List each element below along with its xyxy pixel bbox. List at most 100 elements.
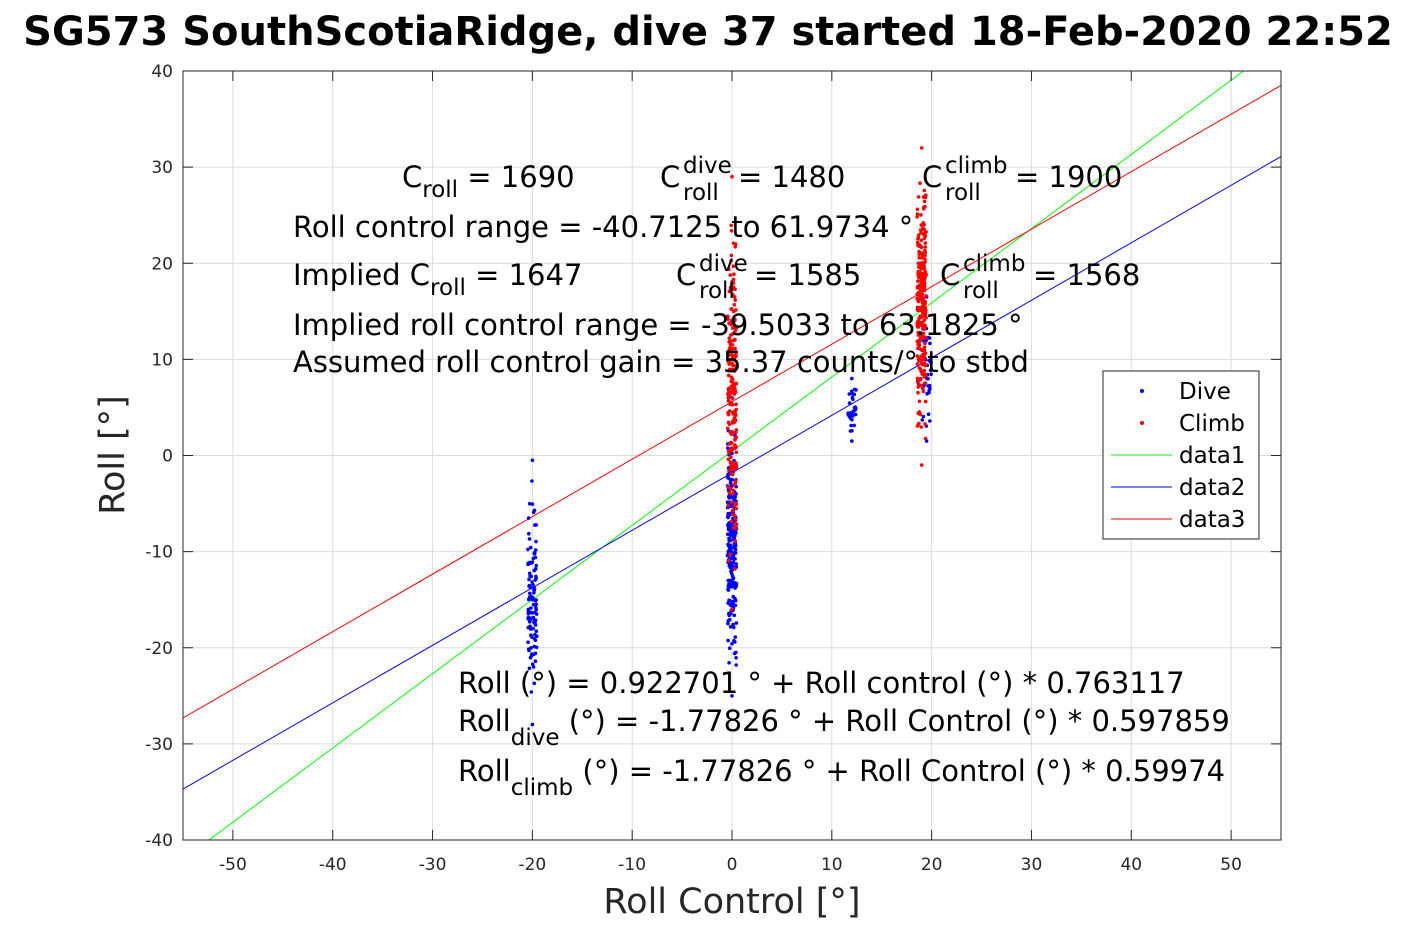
climb-point [733,330,737,334]
dive-point [529,606,533,610]
climb-point [920,386,925,390]
climb-point [919,320,923,325]
climb-point [729,471,734,476]
climb-point [728,464,733,469]
dive-point [728,529,733,534]
climb-point [726,420,731,425]
dive-point [851,414,855,418]
annotation-c-roll-climb-sub: roll [945,180,981,206]
climb-point [923,313,927,318]
dive-point [531,626,535,631]
climb-point [917,233,921,237]
climb-point [916,195,921,199]
dive-point [928,386,932,391]
dive-point [926,335,931,340]
annotation-fit-all: Roll (°) = 0.922701 ° + Roll control (°)… [458,666,1185,700]
dive-point [533,619,537,624]
annotation-c-roll-climb-value: = 1900 [1015,160,1122,194]
climb-point [918,265,923,270]
climb-point [924,294,928,298]
dive-point [732,557,736,561]
dive-point [531,510,536,515]
annotation-implied-c-roll-dive-value: = 1585 [754,258,861,292]
climb-point [915,240,920,245]
dive-point [926,412,931,417]
dive-point [526,640,530,644]
climb-point [733,437,737,441]
dive-point [530,479,534,483]
climb-point [919,463,924,467]
legend-item-data3: data3 [1111,507,1245,533]
dive-point [531,595,535,600]
climb-point [916,390,920,395]
annotation-c-roll: Croll = 1690 [402,160,575,203]
climb-point [731,277,736,282]
plot-content [183,71,1281,840]
climb-point [922,236,927,241]
implied-c-roll-sub: roll [430,275,466,301]
climb-point [727,267,731,272]
climb-point [915,297,920,302]
dive-point [532,681,537,686]
dive-point [733,581,737,585]
y-tick-label: 40 [151,62,173,82]
annotation-fit-dive: Rolldive (°) = -1.77826 ° + Roll Control… [458,704,1230,751]
climb-point [919,213,923,217]
dive-point [725,475,730,480]
climb-point [916,273,921,278]
dive-point [726,621,730,626]
x-tick-label: 30 [1021,855,1043,875]
climb-point [915,376,920,381]
dive-point [526,547,530,552]
annotation-fit-climb: Rollclimb (°) = -1.77826 ° + Roll Contro… [458,754,1225,801]
climb-point [729,446,734,450]
y-tick-label: 10 [151,350,173,370]
dive-point [924,338,928,343]
climb-point [734,506,739,511]
climb-point [922,318,926,323]
climb-point [729,253,734,258]
dive-point [929,360,933,365]
dive-point [534,598,538,602]
climb-point [726,457,731,462]
climb-point [916,325,920,329]
climb-point [919,308,923,313]
dive-point [928,419,932,423]
dive-point [528,610,533,615]
dive-point [854,388,858,392]
climb-point [915,212,920,216]
dive-point [726,472,730,477]
dive-point [730,451,734,456]
climb-point [920,372,924,376]
climb-point [923,231,927,236]
climb-point [919,425,924,429]
climb-point [922,361,927,366]
data-points [526,146,933,727]
dive-point [533,659,538,663]
x-tick-label: -30 [419,855,447,875]
legend-items: Dive Climb data1 data2 data3 [1111,379,1245,533]
climb-point [919,279,923,283]
x-tick-label: 0 [727,855,738,875]
dive-point [847,392,852,396]
x-tick-label: -20 [518,855,546,875]
climb-point [732,369,737,373]
legend-label-data1: data1 [1179,443,1245,469]
dive-point [927,390,931,395]
dive-point [732,613,737,618]
fit-dive-main: Roll [458,704,511,738]
climb-point [728,340,732,344]
annotation-c-roll-dive: C [660,160,680,194]
dive-point [725,515,730,519]
dive-point [726,619,731,623]
climb-point [915,214,919,219]
climb-point [726,411,730,415]
climb-point [731,241,736,246]
climb-point [730,467,735,472]
climb-point [730,607,734,612]
legend-item-dive: Dive [1140,379,1231,405]
climb-point [734,464,739,468]
dive-point [929,372,933,377]
climb-point [733,517,738,521]
climb-point [919,146,924,150]
